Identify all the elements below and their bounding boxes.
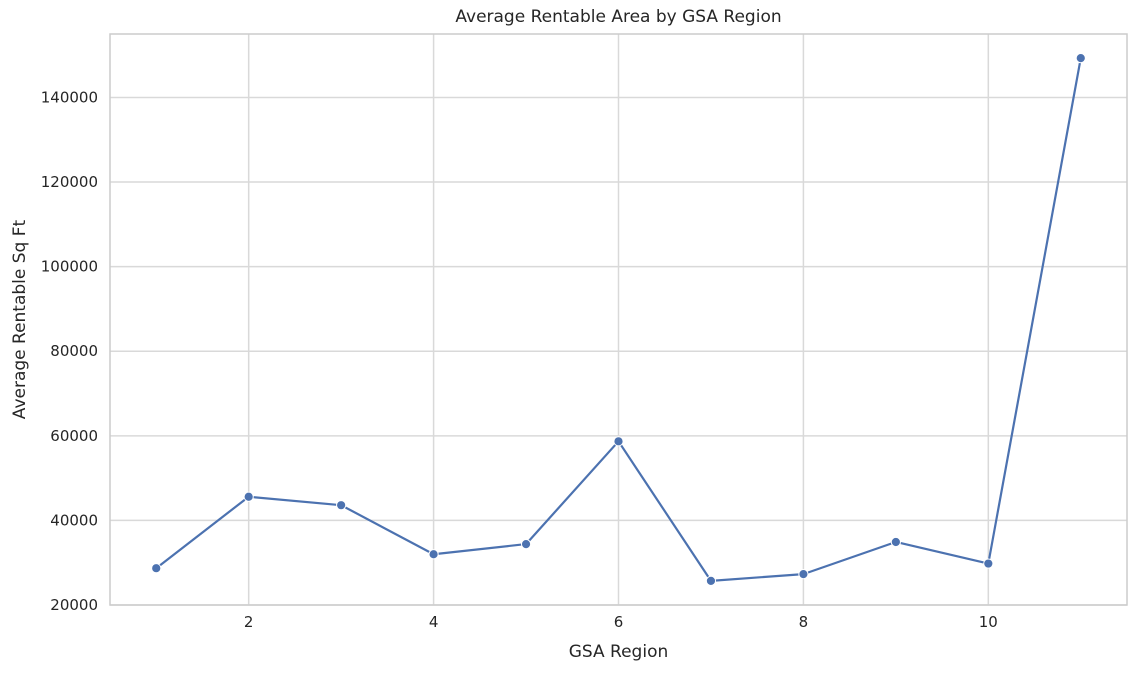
chart-title: Average Rentable Area by GSA Region: [455, 7, 781, 27]
x-tick-label: 6: [614, 613, 624, 631]
y-tick-label: 20000: [50, 596, 98, 614]
data-point: [336, 500, 347, 511]
data-point: [1075, 53, 1086, 64]
y-tick-labels: 20000 40000 60000 80000 100000 120000 140000: [41, 88, 98, 614]
x-tick-labels: 2 4 6 8 10: [244, 613, 998, 631]
data-point: [428, 549, 439, 560]
data-point: [890, 536, 901, 548]
series-layer: [151, 53, 1086, 586]
data-point: [151, 563, 162, 574]
y-tick-label: 40000: [50, 511, 98, 529]
y-tick-label: 140000: [41, 88, 98, 106]
data-point: [520, 538, 532, 550]
y-tick-label: 120000: [41, 173, 98, 191]
y-tick-label: 60000: [50, 427, 98, 445]
data-point: [705, 575, 717, 586]
x-tick-label: 4: [429, 613, 439, 631]
x-tick-label: 2: [244, 613, 254, 631]
grid-lines: [110, 34, 1127, 606]
x-tick-label: 10: [979, 613, 998, 631]
data-point: [798, 569, 809, 580]
x-tick-label: 8: [799, 613, 809, 631]
data-point: [613, 436, 624, 447]
y-axis-label: Average Rentable Sq Ft: [10, 219, 30, 419]
y-tick-label: 80000: [50, 342, 98, 360]
x-axis-label: GSA Region: [569, 642, 669, 662]
data-point: [983, 558, 994, 569]
plot-frame: [109, 33, 1128, 606]
data-point: [243, 491, 254, 502]
y-tick-label: 100000: [41, 258, 98, 276]
